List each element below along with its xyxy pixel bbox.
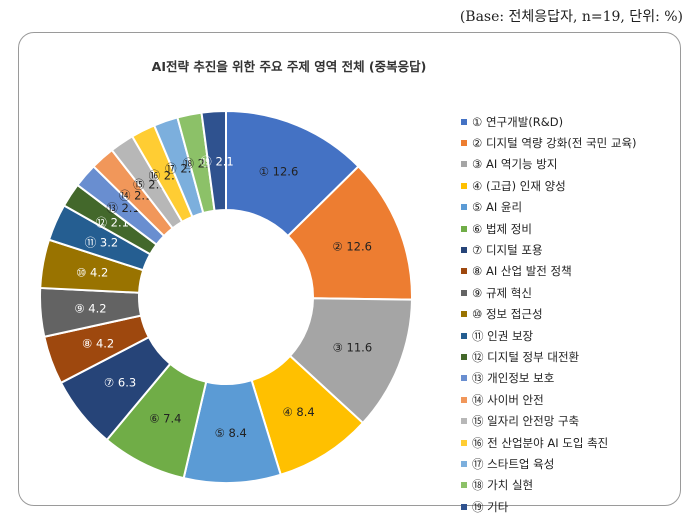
- data-label-10: ⑩ 4.2: [76, 266, 108, 280]
- legend-item-9: ⑨ 규제 혁신: [461, 282, 676, 303]
- legend-label: ⑮ 일자리 안전망 구축: [472, 414, 580, 429]
- legend-label: ⑯ 전 산업분야 AI 도입 촉진: [472, 435, 609, 450]
- legend-label: ⑭ 사이버 안전: [472, 392, 544, 407]
- legend-swatch: [461, 289, 467, 296]
- legend-swatch: [461, 460, 467, 467]
- legend-swatch: [461, 375, 467, 382]
- legend-label: ③ AI 역기능 방지: [472, 157, 558, 172]
- legend-item-5: ⑤ AI 윤리: [461, 197, 676, 218]
- legend-swatch: [461, 396, 467, 403]
- chart-legend: ① 연구개발(R&D) ② 디지털 역량 강화(전 국민 교육) ③ AI 역기능 …: [461, 111, 676, 517]
- legend-swatch: [461, 225, 467, 232]
- data-label-11: ⑪ 3.2: [85, 235, 118, 249]
- legend-item-18: ⑱ 가치 실현: [461, 475, 676, 496]
- legend-swatch: [461, 161, 467, 168]
- legend-label: ⑨ 규제 혁신: [472, 285, 532, 300]
- legend-item-11: ⑪ 인권 보장: [461, 325, 676, 346]
- legend-label: ⑥ 법제 정비: [472, 221, 532, 236]
- legend-label: ⑪ 인권 보장: [472, 328, 534, 343]
- data-label-1: ① 12.6: [259, 165, 299, 179]
- legend-label: ⑧ AI 산업 발전 정책: [472, 264, 572, 279]
- legend-label: ⑰ 스타트업 육성: [472, 456, 555, 471]
- legend-item-6: ⑥ 법제 정비: [461, 218, 676, 239]
- legend-swatch: [461, 332, 467, 339]
- chart-title: AI전략 추진을 위한 주요 주제 영역 전체 (중복응답): [151, 59, 427, 74]
- data-label-5: ⑤ 8.4: [215, 426, 247, 440]
- data-label-6: ⑥ 7.4: [149, 412, 181, 426]
- legend-label: ⑬ 개인정보 보호: [472, 371, 555, 386]
- legend-swatch: [461, 503, 467, 510]
- data-label-2: ② 12.6: [332, 239, 372, 253]
- legend-swatch: [461, 482, 467, 489]
- legend-label: ④ (고급) 인재 양성: [472, 178, 566, 193]
- data-label-8: ⑧ 4.2: [82, 336, 114, 350]
- data-label-12: ⑫ 2.1: [96, 215, 129, 229]
- data-label-3: ③ 11.6: [333, 340, 373, 354]
- chart-caption: (Base: 전체응답자, n=19, 단위: %): [459, 9, 683, 25]
- legend-label: ⑩ 정보 접근성: [472, 307, 543, 322]
- legend-label: ⑫ 디지털 정부 대전환: [472, 349, 580, 364]
- legend-label: ② 디지털 역량 강화(전 국민 교육): [472, 136, 637, 151]
- legend-item-14: ⑭ 사이버 안전: [461, 389, 676, 410]
- legend-item-12: ⑫ 디지털 정부 대전환: [461, 346, 676, 367]
- legend-label: ⑦ 디지털 포용: [472, 243, 543, 258]
- legend-label: ⑲ 기타: [472, 499, 509, 514]
- legend-item-4: ④ (고급) 인재 양성: [461, 175, 676, 196]
- legend-item-19: ⑲ 기타: [461, 496, 676, 517]
- data-label-7: ⑦ 6.3: [104, 375, 136, 389]
- chart-frame: AI전략 추진을 위한 주요 주제 영역 전체 (중복응답) ① 12.6 ② 1…: [18, 32, 681, 514]
- legend-swatch: [461, 204, 467, 211]
- legend-item-8: ⑧ AI 산업 발전 정책: [461, 261, 676, 282]
- legend-item-7: ⑦ 디지털 포용: [461, 239, 676, 260]
- legend-item-17: ⑰ 스타트업 육성: [461, 453, 676, 474]
- legend-swatch: [461, 182, 467, 189]
- legend-swatch: [461, 140, 467, 147]
- legend-item-15: ⑮ 일자리 안전망 구축: [461, 410, 676, 431]
- data-label-19: ⑲ 2.1: [200, 154, 233, 168]
- legend-swatch: [461, 118, 467, 125]
- legend-swatch: [461, 268, 467, 275]
- legend-label: ⑤ AI 윤리: [472, 200, 523, 215]
- legend-label: ① 연구개발(R&D): [472, 114, 564, 129]
- data-label-4: ④ 8.4: [282, 405, 314, 419]
- legend-item-3: ③ AI 역기능 방지: [461, 154, 676, 175]
- legend-label: ⑱ 가치 실현: [472, 478, 534, 493]
- legend-item-13: ⑬ 개인정보 보호: [461, 368, 676, 389]
- legend-item-1: ① 연구개발(R&D): [461, 111, 676, 132]
- slice-19: [200, 109, 227, 212]
- legend-swatch: [461, 439, 467, 446]
- legend-swatch: [461, 311, 467, 318]
- legend-swatch: [461, 418, 467, 425]
- legend-swatch: [461, 247, 467, 254]
- legend-swatch: [461, 353, 467, 360]
- data-label-9: ⑨ 4.2: [74, 301, 106, 315]
- donut-chart: ① 12.6 ② 12.6 ③ 11.6 ④ 8.4 ⑤ 8.4 ⑥ 7.4 ⑦ 6.3 ⑧ …: [39, 109, 413, 484]
- legend-item-16: ⑯ 전 산업분야 AI 도입 촉진: [461, 432, 676, 453]
- legend-item-2: ② 디지털 역량 강화(전 국민 교육): [461, 132, 676, 153]
- legend-item-10: ⑩ 정보 접근성: [461, 304, 676, 325]
